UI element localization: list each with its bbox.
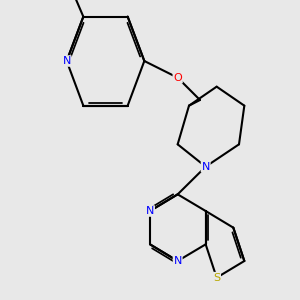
Text: N: N bbox=[202, 162, 210, 172]
Text: S: S bbox=[213, 273, 220, 283]
Text: N: N bbox=[62, 56, 71, 66]
Text: O: O bbox=[173, 73, 182, 83]
Text: N: N bbox=[173, 256, 182, 266]
Text: N: N bbox=[146, 206, 154, 216]
